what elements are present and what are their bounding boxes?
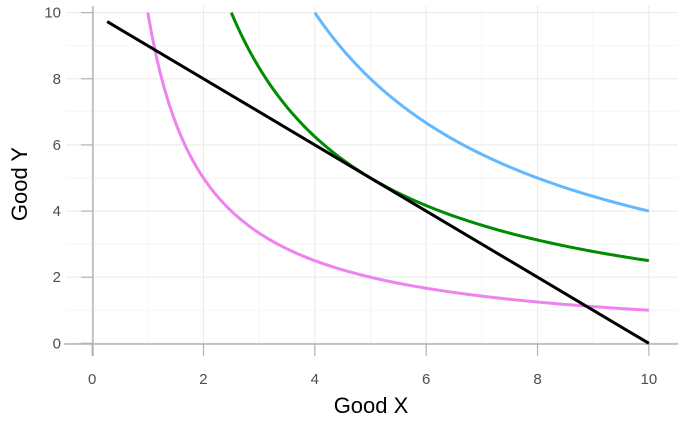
x-tick-label: 10: [641, 371, 658, 388]
y-tick-label: 8: [53, 71, 61, 88]
x-tick-label: 0: [88, 371, 96, 388]
y-tick-label: 2: [53, 269, 61, 286]
y-tick-label: 4: [53, 203, 61, 220]
axes: [64, 6, 678, 356]
indifference-curve-1: [146, 12, 649, 312]
y-tick-label: 0: [53, 335, 61, 352]
indifference-curve-2: [229, 12, 650, 263]
y-tick-label: 6: [53, 137, 61, 154]
x-tick-label: 4: [311, 371, 319, 388]
x-tick-label: 2: [199, 371, 207, 388]
y-axis-title: Good Y: [7, 147, 32, 222]
series: [106, 11, 650, 345]
y-tick-label: 10: [44, 5, 61, 22]
budget-line: [106, 20, 650, 345]
x-tick-label: 8: [533, 371, 541, 388]
x-axis-title: Good X: [334, 393, 409, 418]
indifference-curve-3: [313, 11, 650, 213]
ticks: 0 2 4 6 8 10 0 2 4 6 8 10: [44, 5, 657, 388]
x-tick-label: 6: [422, 371, 430, 388]
